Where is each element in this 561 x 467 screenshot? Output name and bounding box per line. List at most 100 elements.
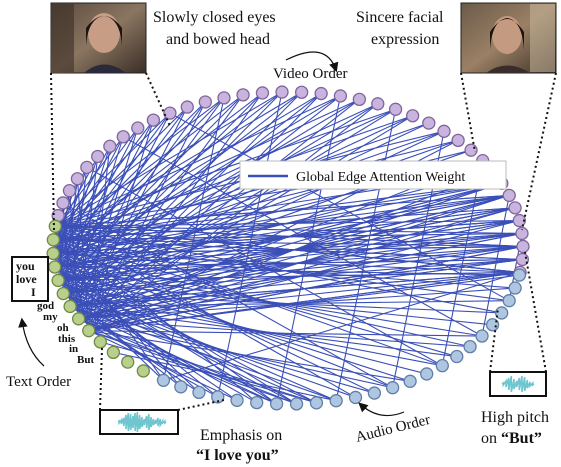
word-label: my: [43, 311, 58, 323]
attention-edge: [78, 127, 139, 319]
attention-edge: [62, 202, 71, 307]
right-face-thumbnail: [460, 2, 557, 74]
text-node: [63, 299, 77, 314]
audio-node: [211, 390, 225, 404]
video-node: [515, 252, 530, 267]
audio-node: [289, 397, 304, 411]
pitch-caption-prefix: on: [481, 430, 501, 447]
video-node: [236, 88, 250, 102]
attention-edge: [88, 330, 238, 401]
audio-node: [329, 394, 343, 408]
video-node: [217, 91, 231, 105]
audio-node: [174, 380, 188, 394]
audio-node: [230, 393, 244, 407]
attention-edge: [53, 115, 413, 241]
attention-edge: [163, 271, 521, 381]
audio-node: [420, 367, 434, 381]
attention-edge: [58, 232, 523, 281]
attention-edge: [88, 207, 516, 332]
attention-edge: [53, 91, 302, 241]
text-node: [136, 364, 150, 378]
attention-edge: [78, 115, 413, 320]
attention-edge: [86, 166, 443, 367]
text-node: [46, 246, 60, 261]
attention-edge: [78, 106, 188, 320]
audio-node: [269, 397, 284, 411]
word-label: I: [31, 285, 36, 299]
attention-edge: [52, 92, 263, 254]
audio-node: [367, 386, 382, 400]
attention-edge: [276, 95, 341, 404]
attention-edge: [88, 101, 206, 331]
attention-edge: [481, 195, 510, 337]
video-node: [146, 113, 161, 127]
audio-node: [512, 268, 527, 282]
video-node: [56, 196, 70, 210]
audio-node: [495, 306, 509, 320]
text-node: [93, 335, 107, 349]
attention-edge: [54, 112, 171, 268]
attention-edge: [62, 103, 379, 295]
word-label: god: [37, 300, 54, 312]
attention-edge: [78, 318, 297, 405]
video-node: [508, 201, 522, 215]
video-order-label: Video Order: [273, 66, 348, 82]
word-label: love: [16, 272, 37, 286]
attention-edge: [57, 156, 99, 281]
attention-edge: [57, 94, 244, 281]
video-node: [502, 188, 516, 203]
attention-edge: [69, 167, 88, 307]
text-node: [51, 273, 65, 288]
attention-edge: [63, 122, 430, 295]
pitch-caption-line1: High pitch: [481, 409, 549, 426]
attention-edge: [62, 119, 154, 294]
attention-edges: [52, 91, 524, 405]
attention-edge: [88, 245, 524, 332]
video-node: [70, 172, 85, 186]
audio-node: [250, 395, 264, 410]
attention-edge: [78, 156, 99, 319]
attention-edge: [88, 103, 379, 332]
attention-edge: [62, 146, 111, 294]
attention-edge: [52, 101, 206, 254]
attention-edge: [55, 91, 283, 227]
attention-edge: [62, 93, 322, 295]
video-node: [405, 109, 420, 123]
audio-order-arrow: [358, 402, 405, 417]
video-node: [116, 130, 130, 144]
attention-edge: [63, 293, 317, 404]
attention-edge: [113, 351, 337, 402]
text-order-arrow: [18, 317, 45, 367]
attention-edge: [52, 119, 154, 254]
audio-node: [403, 374, 417, 388]
video-node: [388, 102, 403, 116]
left-face-thumbnail: [50, 2, 147, 74]
audio-order-label: Audio Order: [354, 412, 432, 446]
attention-edge: [78, 194, 510, 320]
text-node: [46, 233, 60, 247]
attention-edge: [62, 202, 393, 389]
attention-edge: [78, 98, 360, 320]
emphasis-caption-line2: “I love you”: [196, 447, 279, 464]
video-node: [333, 89, 348, 103]
audio-node: [385, 381, 400, 395]
audio-node: [309, 396, 324, 410]
attention-edge: [88, 330, 297, 405]
video-node: [515, 226, 529, 241]
pitch-waveform-box: [489, 371, 547, 397]
video-node: [103, 139, 117, 153]
video-order-arrow: [285, 51, 339, 73]
video-node: [275, 85, 289, 99]
audio-node: [156, 373, 171, 387]
video-node: [198, 95, 212, 109]
attention-edge: [63, 245, 524, 295]
attention-edge: [78, 94, 244, 320]
text-node: [56, 286, 70, 301]
word-label: you: [16, 259, 35, 273]
attention-edge: [88, 146, 111, 331]
pitch-caption-line2: on “But”: [481, 430, 542, 447]
attention-edge: [122, 136, 483, 337]
text-node: [48, 260, 62, 274]
attention-edge: [70, 258, 523, 307]
